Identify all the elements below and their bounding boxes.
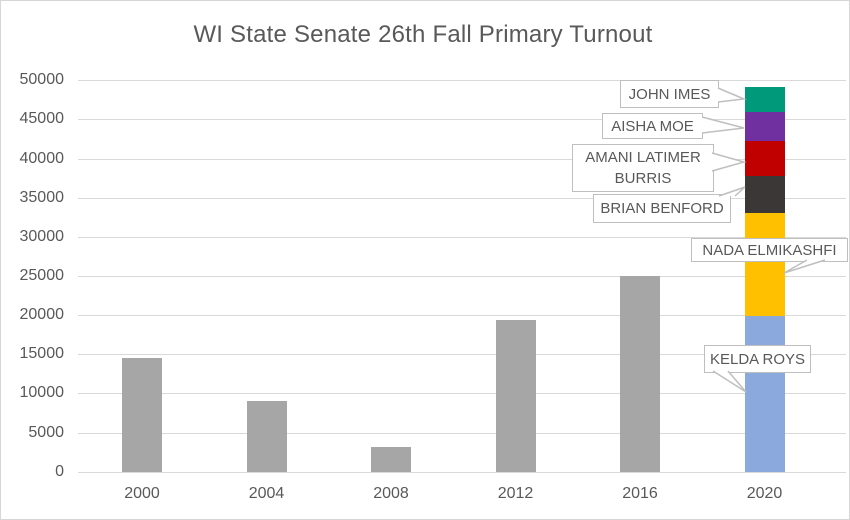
bar-2020-segment-nada-elmikashfi [744,213,785,316]
y-axis-tick-label: 25000 [19,267,65,284]
gridline-15000 [78,354,846,356]
callout-label-text: KELDA ROYS [709,350,806,368]
y-axis-tick-label: 0 [55,462,64,480]
bar-2004 [246,401,287,472]
gridline-5000 [78,432,846,434]
y-axis-tick-label: 10000 [19,384,65,402]
chart-title: WI State Senate 26th Fall Primary Turnou… [193,21,653,48]
callout-label-text: AISHA MOE [611,117,694,135]
y-axis-tick-label: 5000 [28,423,64,441]
x-axis-tick-label-2004: 2004 [248,485,285,502]
callout-label-amani: AMANI LATIMER BURRIS [572,144,714,192]
x-axis-tick-label-2000: 2000 [124,485,160,502]
x-axis-tick-label-2020: 2020 [746,485,783,502]
callout-label-nada: NADA ELMIKASHFI [691,238,848,262]
gridline-40000 [78,158,846,160]
y-axis-tick-label: 40000 [19,149,65,167]
x-axis-tick-label-2008: 2008 [373,485,409,502]
callout-label-text: JOHN IMES [628,85,711,103]
callout-tail-john [717,87,747,103]
callout-label-john: JOHN IMES [620,80,719,108]
bar-2020-segment-john-imes [744,86,785,113]
x-axis-tick-label-2012: 2012 [497,485,534,502]
callout-tail-amani [711,152,747,172]
bar-2020-segment-kelda-roys [744,315,785,472]
gridline-0 [78,471,846,473]
gridline-30000 [78,236,846,238]
gridline-35000 [78,197,846,199]
callout-label-text: BRIAN BENFORD [600,200,724,217]
gridline-25000 [78,276,846,277]
bar-2020-segment-amani-latimer-burris [744,141,785,176]
y-axis-tick-label: 15000 [19,345,65,363]
callout-label-text: NADA ELMIKASHFI [702,241,837,259]
bar-2000 [122,358,162,472]
bar-2016 [620,276,660,472]
y-axis-tick-label: 45000 [19,110,65,128]
gridline-20000 [78,315,846,317]
bar-2012 [495,319,536,472]
gridline-10000 [78,393,846,395]
y-axis-tick-label: 35000 [19,188,65,206]
callout-tail-kelda [712,370,747,393]
bar-2008 [371,446,411,472]
y-axis-tick-label: 50000 [19,71,65,89]
callout-label-aisha: AISHA MOE [602,113,703,139]
callout-label-kelda: KELDA ROYS [704,345,811,373]
bar-2020-segment-brian-benford [744,175,785,214]
callout-label-text: AMANI LATIMER [585,149,701,166]
callout-label-brian: BRIAN BENFORD [593,194,731,223]
callout-label-text: BURRIS [614,170,672,187]
gridline-45000 [78,119,846,121]
y-axis-tick-label: 20000 [19,306,65,324]
y-axis-tick-label: 30000 [19,227,65,245]
gridline-50000 [78,80,846,82]
x-axis-tick-label-2016: 2016 [622,485,658,502]
bar-2020-segment-aisha-moe [744,112,785,142]
